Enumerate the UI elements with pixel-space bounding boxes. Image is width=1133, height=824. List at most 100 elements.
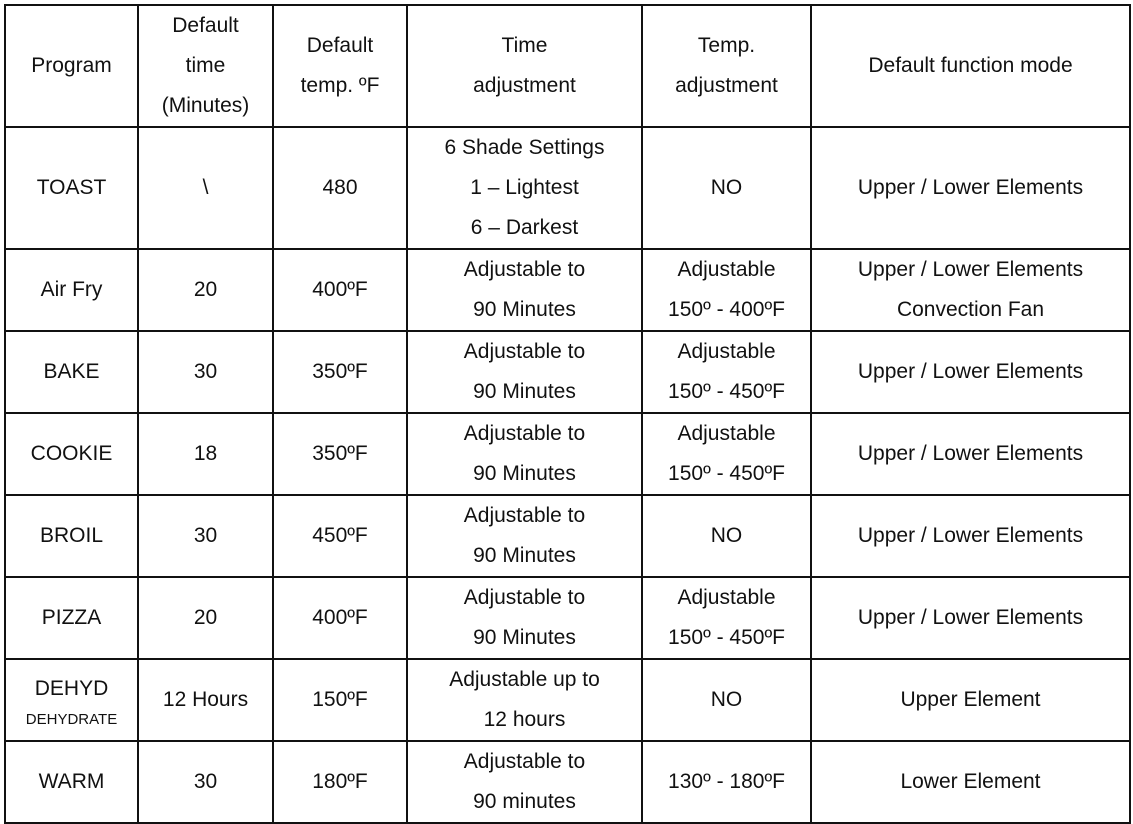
cell-time-adj: Adjustable to 90 Minutes (406, 576, 643, 660)
cell-line: 12 hours (483, 708, 566, 731)
header-row: Program Default time (Minutes) Default temp. … (4, 4, 1131, 128)
cell-line: Convection Fan (896, 298, 1045, 321)
cell-line: 90 Minutes (473, 626, 576, 649)
cell-time: 12 Hours (137, 658, 274, 742)
cell-line: Adjustable (677, 422, 776, 445)
cell-line: adjustment (675, 74, 778, 97)
cell-time: 20 (137, 576, 274, 660)
program-name: COOKIE (30, 442, 113, 465)
cell-line: 90 Minutes (473, 380, 576, 403)
cell-line: Adjustable to (463, 586, 586, 609)
cell-mode: Upper / Lower Elements (810, 126, 1131, 250)
cell-line: Adjustable to (463, 504, 586, 527)
program-name: TOAST (36, 176, 107, 199)
cell-line: Adjustable (677, 258, 776, 281)
header-default-function-mode: Default function mode (810, 4, 1131, 128)
cell-line: Upper / Lower Elements (857, 524, 1084, 547)
cell-program: TOAST (4, 126, 139, 250)
cell-line: Default function mode (868, 54, 1073, 77)
cell-line: Default (172, 14, 239, 37)
cell-line: NO (710, 688, 743, 711)
cell-time-adj: Adjustable to 90 Minutes (406, 494, 643, 578)
header-default-temp: Default temp. ºF (272, 4, 408, 128)
cell-line: 90 Minutes (473, 544, 576, 567)
cell-line: NO (710, 524, 743, 547)
cell-line: Upper / Lower Elements (857, 176, 1084, 199)
cell-program: BAKE (4, 330, 139, 414)
cell-line: 150º - 450ºF (668, 626, 785, 649)
program-name: BROIL (39, 524, 104, 547)
cell-line: Upper / Lower Elements (857, 606, 1084, 629)
cell-temp: 350ºF (272, 330, 408, 414)
header-temp-adjustment: Temp. adjustment (641, 4, 812, 128)
cell-line: NO (710, 176, 743, 199)
cell-temp-adj: NO (641, 658, 812, 742)
cell-temp: 480 (272, 126, 408, 250)
program-name: Air Fry (40, 278, 103, 301)
cell-line: Adjustable to (463, 750, 586, 773)
cell-line: 90 Minutes (473, 298, 576, 321)
cell-time-adj: Adjustable to 90 Minutes (406, 248, 643, 332)
cell-line: 150º - 400ºF (668, 298, 785, 321)
table-row: TOAST \ 480 6 Shade Settings 1 – Lightest 6 –… (4, 126, 1131, 250)
cell-mode: Upper / Lower Elements (810, 412, 1131, 496)
cell-time: 20 (137, 248, 274, 332)
cell-time-adj: Adjustable to 90 Minutes (406, 412, 643, 496)
cell-temp: 450ºF (272, 494, 408, 578)
cell-time-adj: Adjustable to 90 minutes (406, 740, 643, 824)
cell-mode: Lower Element (810, 740, 1131, 824)
cell-program: Air Fry (4, 248, 139, 332)
cell-temp-adj: Adjustable 150º - 400ºF (641, 248, 812, 332)
cell-time: 30 (137, 740, 274, 824)
header-program: Program (4, 4, 139, 128)
cell-program: DEHYD DEHYDRATE (4, 658, 139, 742)
cell-temp-adj: NO (641, 126, 812, 250)
cell-mode: Upper / Lower Elements (810, 330, 1131, 414)
cell-temp: 400ºF (272, 248, 408, 332)
cell-line: Adjustable up to (449, 668, 600, 691)
cell-line: Lower Element (900, 770, 1041, 793)
table-row: BAKE 30 350ºF Adjustable to 90 Minutes Adjust… (4, 330, 1131, 414)
cell-program: PIZZA (4, 576, 139, 660)
cell-temp-adj: Adjustable 150º - 450ºF (641, 330, 812, 414)
cell-temp-adj: Adjustable 150º - 450ºF (641, 412, 812, 496)
program-name: PIZZA (41, 606, 102, 629)
cell-temp: 150ºF (272, 658, 408, 742)
cell-temp: 400ºF (272, 576, 408, 660)
cell-mode: Upper / Lower Elements (810, 576, 1131, 660)
cell-line: Upper / Lower Elements (857, 258, 1084, 281)
program-table: Program Default time (Minutes) Default temp. … (4, 4, 1131, 824)
cell-line: 6 – Darkest (470, 216, 579, 239)
table-row: BROIL 30 450ºF Adjustable to 90 Minutes NO Upp… (4, 494, 1131, 578)
table-row: PIZZA 20 400ºF Adjustable to 90 Minutes Adjus… (4, 576, 1131, 660)
table-row: Air Fry 20 400ºF Adjustable to 90 Minutes Adj… (4, 248, 1131, 332)
cell-line: Upper Element (900, 688, 1041, 711)
cell-time-adj: Adjustable up to 12 hours (406, 658, 643, 742)
cell-line: Adjustable to (463, 422, 586, 445)
cell-line: Adjustable (677, 340, 776, 363)
program-name: WARM (38, 770, 105, 793)
table-row: DEHYD DEHYDRATE 12 Hours 150ºF Adjustable up… (4, 658, 1131, 742)
cell-program: COOKIE (4, 412, 139, 496)
cell-line: 1 – Lightest (470, 176, 579, 199)
cell-line: 150º - 450ºF (668, 380, 785, 403)
cell-line: time (185, 54, 226, 77)
cell-time: 30 (137, 494, 274, 578)
cell-temp-adj: Adjustable 150º - 450ºF (641, 576, 812, 660)
cell-line: Upper / Lower Elements (857, 442, 1084, 465)
cell-mode: Upper Element (810, 658, 1131, 742)
cell-time-adj: Adjustable to 90 Minutes (406, 330, 643, 414)
cell-time: \ (137, 126, 274, 250)
cell-line: Time (501, 34, 548, 57)
cell-line: 150º - 450ºF (668, 462, 785, 485)
cell-line: (Minutes) (161, 94, 250, 117)
cell-mode: Upper / Lower Elements (810, 494, 1131, 578)
table-row: COOKIE 18 350ºF Adjustable to 90 Minutes Adju… (4, 412, 1131, 496)
cell-line: Adjustable (677, 586, 776, 609)
cell-line: temp. ºF (300, 74, 380, 97)
cell-time: 30 (137, 330, 274, 414)
program-name: DEHYD (34, 677, 109, 700)
cell-line: 6 Shade Settings (444, 136, 605, 159)
cell-time-adj: 6 Shade Settings 1 – Lightest 6 – Darkest (406, 126, 643, 250)
header-default-time: Default time (Minutes) (137, 4, 274, 128)
